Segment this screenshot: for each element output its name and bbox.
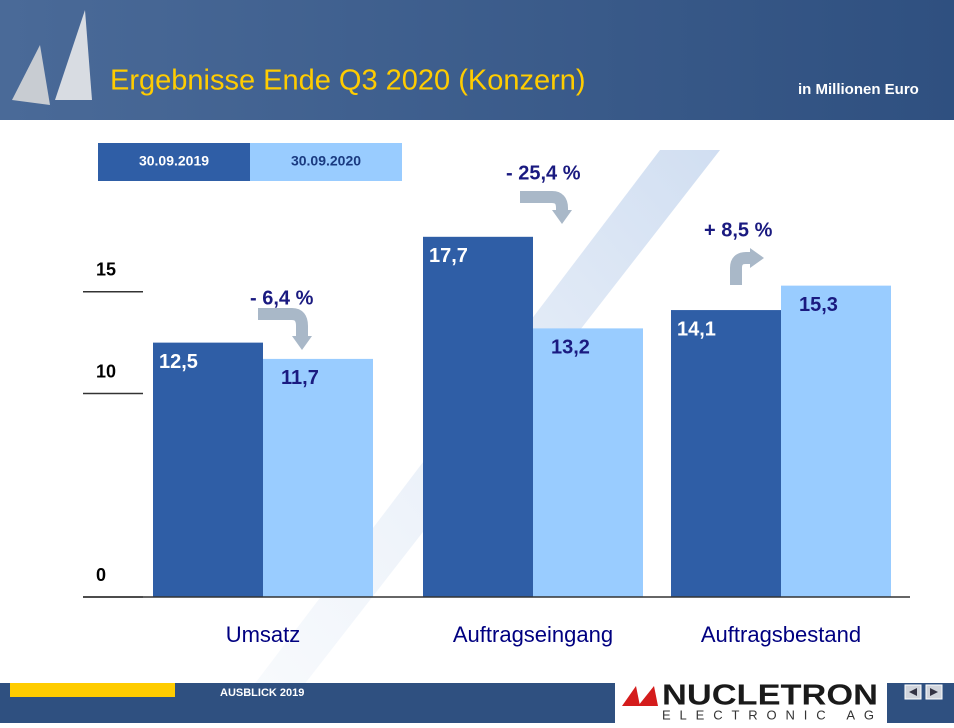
- title: Ergebnisse Ende Q3 2020 (Konzern): [110, 65, 586, 97]
- slide: Ergebnisse Ende Q3 2020 (Konzern) in Mil…: [0, 0, 954, 723]
- value-label: 15,3: [799, 294, 838, 316]
- footer-strip: [10, 683, 175, 697]
- x-tick-label: Umsatz: [226, 622, 301, 647]
- value-label: 11,7: [281, 367, 319, 389]
- legend-label: 30.09.2020: [291, 153, 361, 169]
- value-label: 14,1: [677, 318, 716, 340]
- legend-label: 30.09.2019: [139, 153, 209, 169]
- bar: [781, 286, 891, 597]
- bar: [153, 343, 263, 597]
- y-tick-label: 15: [96, 260, 116, 280]
- y-tick-label: 0: [96, 565, 106, 585]
- x-tick-label: Auftragseingang: [453, 622, 613, 647]
- value-label: 13,2: [551, 337, 590, 359]
- annotation: - 25,4 %: [506, 162, 581, 184]
- bar: [671, 310, 781, 597]
- legend: 30.09.2019 30.09.2020: [98, 143, 402, 181]
- value-label: 12,5: [159, 351, 198, 373]
- y-tick-label: 10: [96, 361, 116, 381]
- subtitle: in Millionen Euro: [798, 81, 919, 98]
- bar: [263, 359, 373, 597]
- header: [0, 0, 954, 120]
- value-label: 17,7: [429, 245, 468, 267]
- annotation: + 8,5 %: [704, 219, 773, 241]
- bar: [423, 237, 533, 597]
- x-tick-label: Auftragsbestand: [701, 622, 861, 647]
- bar: [533, 328, 643, 597]
- annotation: - 6,4 %: [250, 287, 314, 309]
- footer-section: AUSBLICK 2019: [220, 687, 304, 699]
